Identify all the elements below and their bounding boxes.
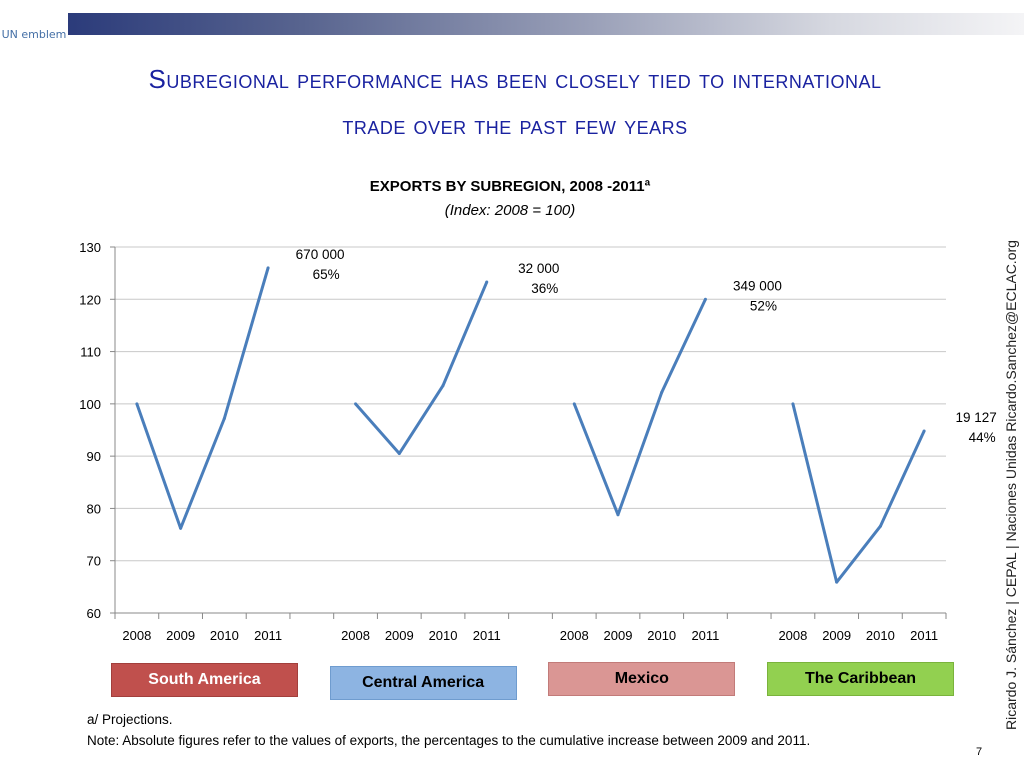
x-tick-label: 2009	[385, 628, 414, 643]
y-tick-label-120: 120	[79, 292, 101, 307]
data-point	[354, 402, 358, 406]
un-emblem-logo: UN emblem	[0, 0, 68, 68]
data-point	[135, 402, 139, 406]
x-tick-label: 2008	[778, 628, 807, 643]
annotation-value-0: 670 000	[296, 247, 345, 262]
data-point	[222, 416, 226, 420]
chart-title: EXPORTS BY SUBREGION, 2008 -2011ª	[369, 178, 651, 195]
header-gradient-bar	[62, 13, 1024, 35]
series-line-1	[354, 281, 489, 456]
footnote-note: Note: Absolute figures refer to the valu…	[87, 733, 811, 748]
annotation-value-3: 19 127	[955, 410, 996, 425]
y-tick-label-70: 70	[87, 554, 101, 569]
y-tick-label-110: 110	[80, 345, 101, 360]
x-tick-label: 2010	[210, 628, 239, 643]
slide-title-line-2: trade over the past few years	[342, 110, 688, 140]
footnote-projections: a/ Projections.	[87, 712, 173, 727]
x-tick-label: 2008	[341, 628, 370, 643]
annotation-percent-2: 52%	[750, 298, 777, 313]
annotation-percent-0: 65%	[313, 267, 340, 282]
data-point	[922, 429, 926, 433]
x-tick-label: 2008	[122, 628, 151, 643]
data-point	[660, 390, 664, 394]
data-point	[179, 526, 183, 530]
data-point	[485, 280, 489, 284]
data-point	[791, 402, 795, 406]
data-point	[572, 402, 576, 406]
slide-title-line-1: Subregional performance has been closely…	[148, 64, 882, 94]
series-line-2	[572, 298, 707, 517]
data-point	[878, 524, 882, 528]
data-point	[616, 513, 620, 517]
legend-box-the-caribbean: The Caribbean	[767, 662, 954, 696]
x-tick-label: 2011	[254, 628, 282, 643]
x-tick-label: 2009	[604, 628, 633, 643]
data-point	[397, 452, 401, 456]
x-tick-label: 2009	[166, 628, 195, 643]
page-number: 7	[976, 746, 983, 758]
legend-box-central-america: Central America	[329, 666, 517, 700]
side-credit: Ricardo J. Sánchez | CEPAL | Naciones Un…	[1003, 240, 1019, 730]
x-tick-label: 2010	[866, 628, 895, 643]
un-emblem-logo-label: UN emblem	[1, 27, 67, 41]
annotation-value-1: 32 000	[518, 261, 559, 276]
x-tick-label: 2011	[910, 628, 938, 643]
data-point	[703, 297, 707, 301]
x-tick-label: 2011	[473, 628, 501, 643]
y-tick-label-60: 60	[87, 606, 101, 621]
annotation-value-2: 349 000	[733, 278, 782, 293]
series-line-3	[791, 403, 926, 584]
data-point	[266, 266, 270, 270]
annotation-percent-1: 36%	[531, 281, 558, 296]
data-point	[835, 580, 839, 584]
legend-box-south-america: South America	[111, 663, 298, 697]
series-line-0	[135, 267, 270, 530]
x-tick-label: 2010	[647, 628, 676, 643]
annotation-percent-3: 44%	[969, 430, 996, 445]
y-tick-label-130: 130	[79, 240, 101, 255]
x-tick-label: 2008	[560, 628, 589, 643]
x-tick-label: 2010	[429, 628, 458, 643]
data-point	[441, 384, 445, 388]
slide-title: Subregional performance has been closely…	[60, 56, 970, 148]
y-tick-label-90: 90	[87, 449, 101, 464]
y-tick-label-80: 80	[87, 501, 101, 516]
chart-subtitle: (Index: 2008 = 100)	[444, 202, 576, 219]
x-tick-label: 2011	[691, 628, 719, 643]
legend-box-mexico: Mexico	[548, 662, 736, 696]
x-tick-label: 2009	[822, 628, 851, 643]
y-tick-label-100: 100	[79, 397, 101, 412]
